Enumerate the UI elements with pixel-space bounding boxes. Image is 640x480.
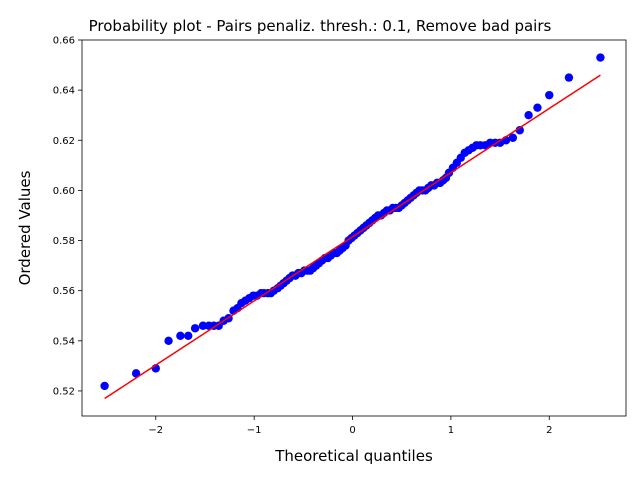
data-point	[198, 321, 208, 330]
data-point	[190, 324, 200, 333]
data-point	[100, 381, 109, 391]
y-tick-label: 0.56	[53, 286, 75, 297]
data-point	[533, 103, 542, 112]
data-point	[176, 331, 185, 340]
y-tick-label: 0.54	[53, 336, 75, 347]
fit-line-layer	[104, 74, 601, 400]
x-tick-label: −2	[148, 425, 163, 436]
y-tick-label: 0.60	[53, 186, 75, 197]
y-tick-label: 0.64	[53, 86, 75, 97]
data-point	[524, 111, 533, 120]
plot-area-frame	[81, 39, 627, 417]
data-point	[184, 331, 193, 340]
y-tick-label: 0.62	[53, 136, 75, 147]
data-point	[545, 90, 554, 100]
data-point	[164, 336, 173, 345]
y-axis-title: Ordered Values	[16, 170, 34, 285]
data-point	[515, 126, 524, 135]
fit-line	[104, 74, 601, 400]
chart-title: Probability plot - Pairs penaliz. thresh…	[89, 17, 552, 35]
data-points	[100, 53, 605, 391]
data-point	[131, 369, 141, 378]
x-tick-label: 1	[448, 425, 454, 436]
data-point	[508, 133, 518, 142]
data-point	[564, 73, 574, 82]
x-tick-label: 2	[546, 425, 552, 436]
y-tick-label: 0.58	[53, 236, 75, 247]
x-tick-label: −1	[247, 425, 262, 436]
x-axis-title: Theoretical quantiles	[274, 447, 433, 465]
data-point	[596, 53, 605, 62]
x-axis: −2 −1 0 1 2	[148, 416, 552, 436]
y-tick-label: 0.52	[53, 386, 75, 397]
y-tick-label: 0.66	[53, 36, 75, 47]
x-tick-label: 0	[349, 425, 355, 436]
y-axis: 0.52 0.54 0.56 0.58 0.60 0.62 0.64 0.66	[53, 36, 82, 397]
